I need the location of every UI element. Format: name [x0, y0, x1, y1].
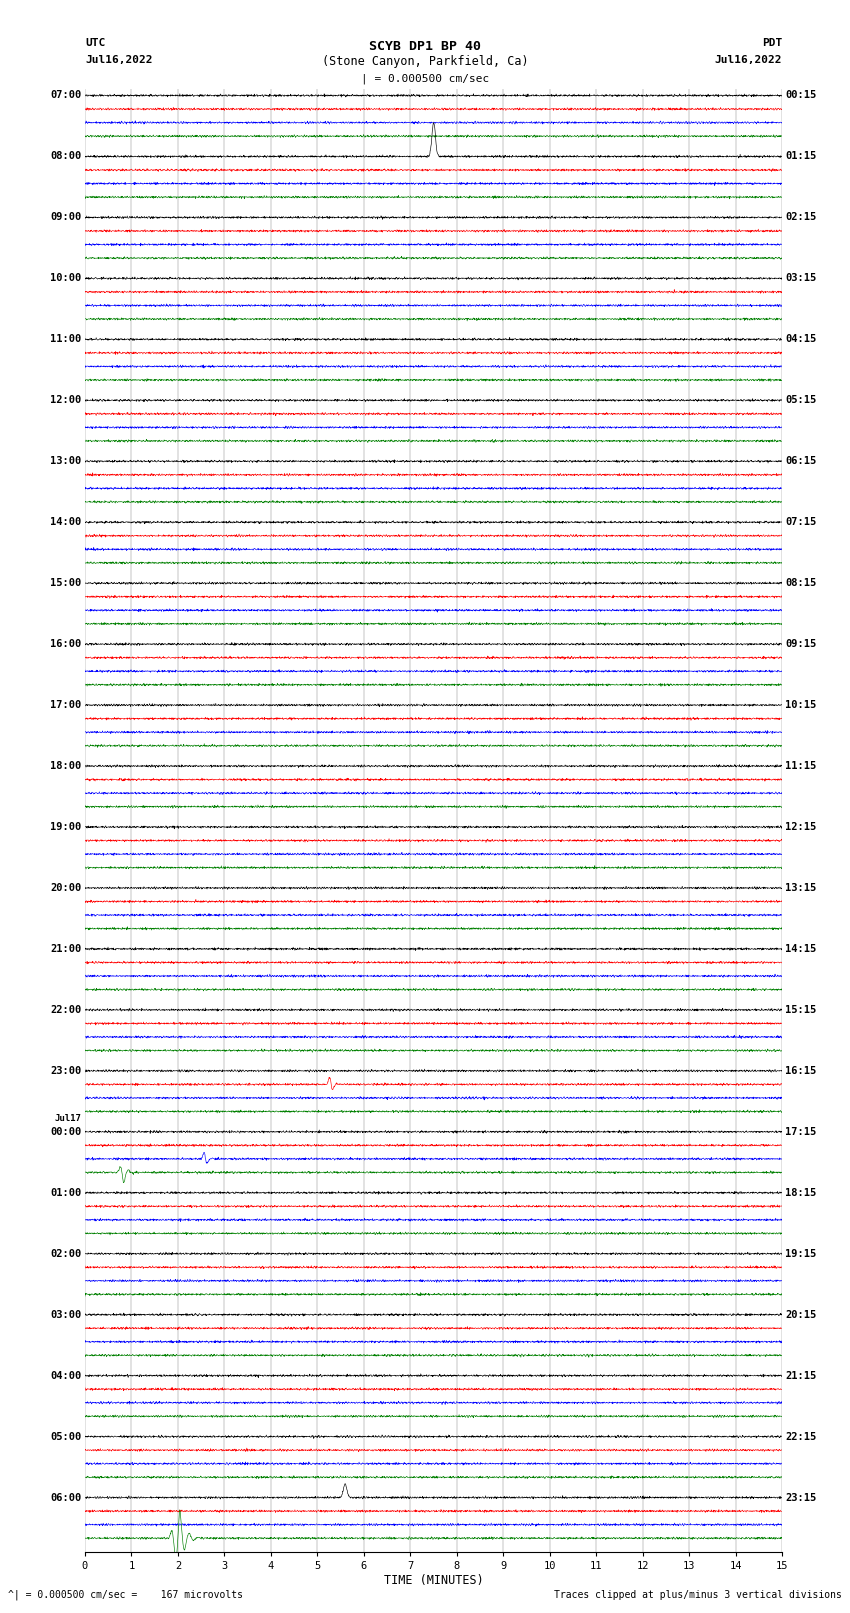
Text: 08:15: 08:15 [785, 577, 817, 589]
Text: ^| = 0.000500 cm/sec =    167 microvolts: ^| = 0.000500 cm/sec = 167 microvolts [8, 1589, 243, 1600]
X-axis label: TIME (MINUTES): TIME (MINUTES) [383, 1574, 484, 1587]
Text: 10:00: 10:00 [50, 273, 82, 284]
Text: 23:00: 23:00 [50, 1066, 82, 1076]
Text: 21:15: 21:15 [785, 1371, 817, 1381]
Text: Traces clipped at plus/minus 3 vertical divisions: Traces clipped at plus/minus 3 vertical … [553, 1590, 842, 1600]
Text: 00:15: 00:15 [785, 90, 817, 100]
Text: 07:00: 07:00 [50, 90, 82, 100]
Text: 10:15: 10:15 [785, 700, 817, 710]
Text: 04:15: 04:15 [785, 334, 817, 344]
Text: 15:15: 15:15 [785, 1005, 817, 1015]
Text: Jul16,2022: Jul16,2022 [715, 55, 782, 65]
Text: 19:15: 19:15 [785, 1248, 817, 1258]
Text: 02:15: 02:15 [785, 213, 817, 223]
Text: Jul17: Jul17 [54, 1115, 82, 1123]
Text: (Stone Canyon, Parkfield, Ca): (Stone Canyon, Parkfield, Ca) [321, 55, 529, 68]
Text: 14:00: 14:00 [50, 518, 82, 527]
Text: 21:00: 21:00 [50, 944, 82, 953]
Text: 02:00: 02:00 [50, 1248, 82, 1258]
Text: 06:15: 06:15 [785, 456, 817, 466]
Text: 15:00: 15:00 [50, 577, 82, 589]
Text: 23:15: 23:15 [785, 1492, 817, 1503]
Text: 17:00: 17:00 [50, 700, 82, 710]
Text: 09:00: 09:00 [50, 213, 82, 223]
Text: 22:15: 22:15 [785, 1432, 817, 1442]
Text: 14:15: 14:15 [785, 944, 817, 953]
Text: 22:00: 22:00 [50, 1005, 82, 1015]
Text: 20:00: 20:00 [50, 882, 82, 894]
Text: 19:00: 19:00 [50, 823, 82, 832]
Text: 18:00: 18:00 [50, 761, 82, 771]
Text: 09:15: 09:15 [785, 639, 817, 648]
Text: 20:15: 20:15 [785, 1310, 817, 1319]
Text: 18:15: 18:15 [785, 1187, 817, 1198]
Text: 12:15: 12:15 [785, 823, 817, 832]
Text: UTC: UTC [85, 39, 105, 48]
Text: 17:15: 17:15 [785, 1127, 817, 1137]
Text: SCYB DP1 BP 40: SCYB DP1 BP 40 [369, 40, 481, 53]
Text: 11:15: 11:15 [785, 761, 817, 771]
Text: 05:15: 05:15 [785, 395, 817, 405]
Text: 04:00: 04:00 [50, 1371, 82, 1381]
Text: 12:00: 12:00 [50, 395, 82, 405]
Text: 07:15: 07:15 [785, 518, 817, 527]
Text: 01:00: 01:00 [50, 1187, 82, 1198]
Text: | = 0.000500 cm/sec: | = 0.000500 cm/sec [361, 73, 489, 84]
Text: PDT: PDT [762, 39, 782, 48]
Text: 06:00: 06:00 [50, 1492, 82, 1503]
Text: 13:00: 13:00 [50, 456, 82, 466]
Text: 03:15: 03:15 [785, 273, 817, 284]
Text: Jul16,2022: Jul16,2022 [85, 55, 152, 65]
Text: 03:00: 03:00 [50, 1310, 82, 1319]
Text: 16:15: 16:15 [785, 1066, 817, 1076]
Text: 13:15: 13:15 [785, 882, 817, 894]
Text: 16:00: 16:00 [50, 639, 82, 648]
Text: 11:00: 11:00 [50, 334, 82, 344]
Text: 05:00: 05:00 [50, 1432, 82, 1442]
Text: 00:00: 00:00 [50, 1127, 82, 1137]
Text: 01:15: 01:15 [785, 152, 817, 161]
Text: 08:00: 08:00 [50, 152, 82, 161]
